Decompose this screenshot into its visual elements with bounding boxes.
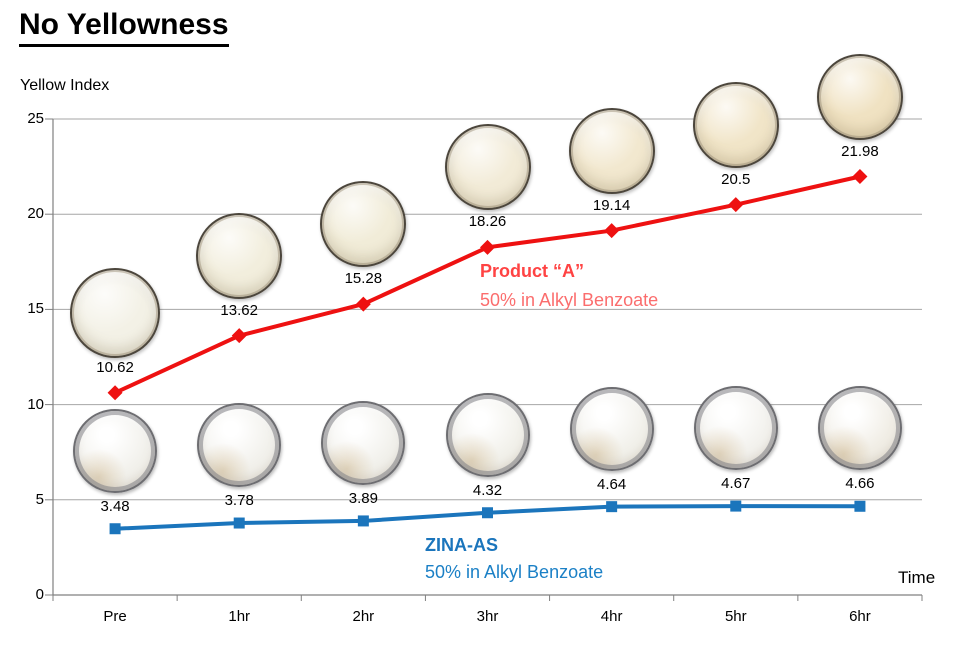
marker-diamond-product-a-5hr [728,197,744,213]
sample-photo-zina-as-4hr [569,386,654,471]
marker-diamond-product-a-3hr [480,239,495,255]
marker-diamond-product-a-2hr [355,296,371,312]
x-tick-label-4hr: 4hr [600,608,623,625]
marker-diamond-product-a-4hr [604,223,620,239]
point-label-product-a-6hr: 21.98 [841,142,879,160]
sample-photo-product-a-4hr [568,107,655,194]
marker-diamond-product-a-1hr [231,328,247,344]
point-label-zina-as-4hr: 4.64 [597,475,627,493]
y-tick-label-10: 10 [27,395,44,413]
marker-square-zina-as-2hr [357,515,369,527]
marker-square-zina-as-4hr [606,501,618,513]
sample-photo-zina-as-6hr [817,386,902,471]
series-sublabel-product-a: 50% in Alkyl Benzoate [480,290,659,310]
series-sublabel-zina-as: 50% in Alkyl Benzoate [425,562,604,582]
series-label-product-a: Product “A” [480,261,585,281]
y-tick-label-15: 15 [27,300,44,318]
y-axis-title: Yellow Index [20,77,110,94]
sample-photo-product-a-1hr [196,212,283,299]
series-label-zina-as: ZINA-AS [425,535,498,555]
point-label-product-a-3hr: 18.26 [468,213,507,231]
point-label-zina-as-1hr: 3.78 [224,492,254,510]
y-tick-label-0: 0 [35,586,44,603]
y-tick-label-25: 25 [27,110,44,127]
x-tick-label-6hr: 6hr [849,608,871,625]
point-label-product-a-4hr: 19.14 [592,196,631,214]
point-label-zina-as-6hr: 4.66 [845,475,875,493]
marker-square-zina-as-1hr [233,517,245,529]
sample-photo-product-a-3hr [444,124,531,211]
x-tick-label-Pre: Pre [103,608,127,625]
y-tick-label-5: 5 [35,490,44,508]
sample-photo-product-a-5hr [692,81,779,168]
marker-square-zina-as-Pre [109,523,121,535]
sample-photo-zina-as-3hr [445,392,530,477]
point-label-product-a-Pre: 10.62 [96,358,134,376]
marker-square-zina-as-5hr [730,500,742,512]
marker-square-zina-as-6hr [854,500,866,512]
point-label-product-a-1hr: 13.62 [220,301,258,319]
x-tick-label-2hr: 2hr [352,608,375,625]
point-label-zina-as-3hr: 4.32 [472,481,503,499]
marker-diamond-product-a-Pre [107,385,123,401]
sample-photo-zina-as-5hr [693,386,778,471]
point-label-zina-as-5hr: 4.67 [721,475,751,493]
sample-photo-zina-as-Pre [73,408,158,493]
sample-photo-product-a-Pre [70,267,161,358]
slide-title: No Yellowness [19,8,229,47]
point-label-zina-as-Pre: 3.48 [100,497,130,515]
x-tick-label-1hr: 1hr [228,608,251,625]
sample-photo-product-a-6hr [816,53,903,140]
sample-photo-zina-as-2hr [321,400,406,485]
x-axis-title: Time [898,568,936,587]
point-label-product-a-5hr: 20.5 [721,170,751,188]
x-tick-label-5hr: 5hr [724,608,747,625]
sample-photo-zina-as-1hr [197,403,282,488]
point-label-product-a-2hr: 15.28 [344,270,383,288]
marker-diamond-product-a-6hr [852,169,868,185]
point-label-zina-as-2hr: 3.89 [348,489,378,507]
sample-photo-product-a-2hr [320,181,407,268]
y-tick-label-20: 20 [27,205,44,223]
x-tick-label-3hr: 3hr [476,608,499,625]
marker-square-zina-as-3hr [482,507,493,519]
